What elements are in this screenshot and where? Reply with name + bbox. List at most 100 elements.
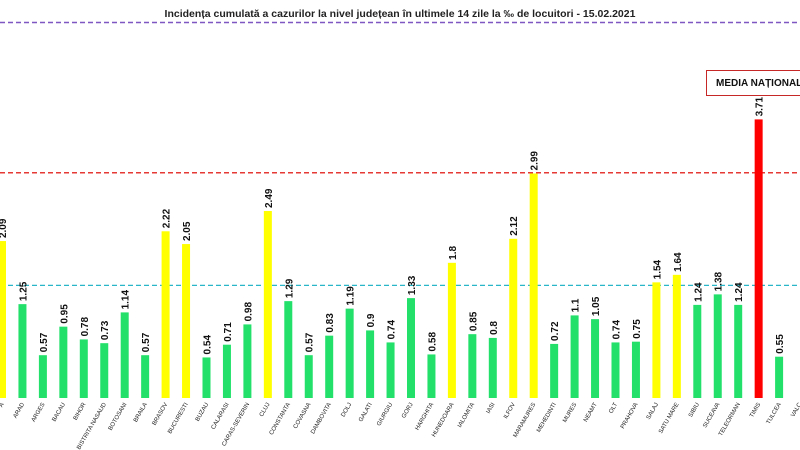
bar-value-label: 2.22	[162, 208, 173, 228]
category-tick-label: SUCEAVA	[702, 402, 721, 429]
bar-value-label: 1.25	[18, 281, 29, 301]
category-tick-label: IASI	[486, 402, 497, 415]
category-tick-label: ARGES	[31, 402, 47, 423]
bar-value-label: 0.57	[39, 332, 50, 352]
bar-value-label: 0.74	[612, 320, 623, 340]
bar	[202, 357, 211, 398]
category-tick-label: MEHEDINTI	[536, 402, 558, 434]
bar-value-label: 1.54	[652, 259, 663, 279]
bar	[672, 274, 681, 398]
bar	[386, 342, 395, 398]
bar	[100, 343, 109, 398]
bar	[120, 312, 129, 398]
category-tick-label: BRAILA	[133, 402, 149, 423]
bar	[222, 344, 231, 398]
bar-value-label: 1.38	[714, 271, 725, 291]
bar	[366, 330, 375, 398]
bar-value-label: 0.85	[468, 311, 479, 331]
bar-value-label: 0.8	[489, 321, 500, 335]
bar-value-label: 1.64	[673, 252, 684, 272]
category-tick-label: OLT	[608, 402, 619, 415]
bar-value-label: 1.24	[693, 282, 704, 302]
bar	[182, 244, 191, 398]
bar	[775, 356, 784, 398]
bar	[243, 324, 252, 398]
bar	[734, 304, 743, 398]
chart-title: Incidența cumulată a cazurilor la nivel …	[164, 8, 636, 20]
category-tick-label: COVASNA	[293, 402, 313, 430]
category-tick-label: BACAU	[52, 402, 68, 423]
bar	[141, 355, 150, 398]
category-tick-label: BUZAU	[195, 402, 210, 423]
bar	[161, 231, 170, 398]
category-tick-label: CLUJ	[259, 402, 272, 418]
category-tick-label: ARAD	[13, 401, 27, 419]
bar	[407, 298, 415, 398]
bar-value-label: 0.83	[325, 313, 336, 333]
bar-value-label: 0.71	[223, 322, 234, 342]
bar-value-label: 0.54	[203, 335, 214, 355]
category-tick-label: BIHOR	[73, 401, 88, 421]
category-tick-label: PRAHOVA	[620, 402, 640, 430]
category-tick-label: DOLJ	[341, 402, 354, 418]
bar	[488, 337, 497, 398]
category-tick-label: BOTOSANI	[108, 402, 129, 432]
bar-value-label: 0.73	[100, 320, 111, 340]
legend-label: MEDIA NAȚIONAL	[716, 78, 800, 89]
bar	[591, 319, 600, 398]
category-tick-label: TELEORMAN	[718, 402, 742, 437]
national-average-legend: MEDIA NAȚIONAL	[706, 70, 800, 96]
bar-value-label: 2.12	[509, 216, 520, 236]
category-tick-label: BUCURESTI	[167, 402, 190, 435]
bar	[509, 238, 518, 398]
bar-value-label: 0.78	[80, 317, 91, 337]
bar	[693, 304, 702, 398]
bar	[529, 173, 538, 398]
category-tick-label: VALC	[790, 401, 800, 418]
category-tick-label: DAMBOVITA	[310, 402, 333, 435]
category-tick-label: GORJ	[401, 402, 415, 419]
bar-value-label: 0.74	[387, 320, 398, 340]
category-tick-label: TULCEA	[766, 402, 783, 426]
category-tick-label: SIBIU	[688, 402, 701, 419]
category-tick-label: ILFOV	[503, 402, 517, 420]
bar-value-label: 0.9	[366, 313, 377, 327]
bar-value-label: 1.24	[734, 282, 745, 302]
bar	[754, 119, 763, 399]
bar-value-label: 1.14	[121, 289, 132, 309]
bar-value-label: 2.05	[182, 221, 193, 241]
category-tick-label: IALOMITA	[457, 402, 476, 429]
bar	[345, 308, 354, 398]
bar-value-label: 0.55	[775, 334, 786, 354]
bar	[18, 304, 27, 398]
category-tick-label: GIURGIU	[376, 402, 394, 427]
bar	[611, 342, 620, 398]
bar-value-label: 0.57	[305, 332, 316, 352]
bar	[427, 354, 436, 398]
bar	[570, 315, 579, 398]
bar-value-label: 1.1	[571, 298, 582, 312]
category-tick-label: MURES	[562, 402, 578, 424]
category-tick-label: SALAJ	[646, 402, 660, 421]
bar-value-label: 1.29	[284, 278, 295, 298]
bar	[447, 262, 456, 398]
category-tick-label: HARGHITA	[415, 402, 435, 431]
bar-value-label: 0.57	[141, 332, 152, 352]
category-tick-label: BRASOV	[152, 402, 170, 427]
bar	[468, 334, 477, 398]
bar-value-label: 1.33	[407, 275, 418, 295]
bar-value-label: 1.8	[448, 245, 459, 259]
bar	[38, 355, 47, 398]
bar	[79, 339, 88, 398]
bar	[0, 241, 6, 398]
category-tick-label: MARAMURES	[513, 402, 538, 439]
bar-value-label: 0.58	[427, 332, 438, 352]
bar	[652, 282, 661, 398]
category-tick-label: CALARASI	[211, 402, 231, 431]
bar	[304, 355, 313, 398]
bar	[713, 294, 722, 398]
bar-value-label: 1.19	[346, 286, 357, 306]
bar	[550, 343, 559, 398]
category-tick-label: CONSTANTA	[269, 402, 292, 436]
